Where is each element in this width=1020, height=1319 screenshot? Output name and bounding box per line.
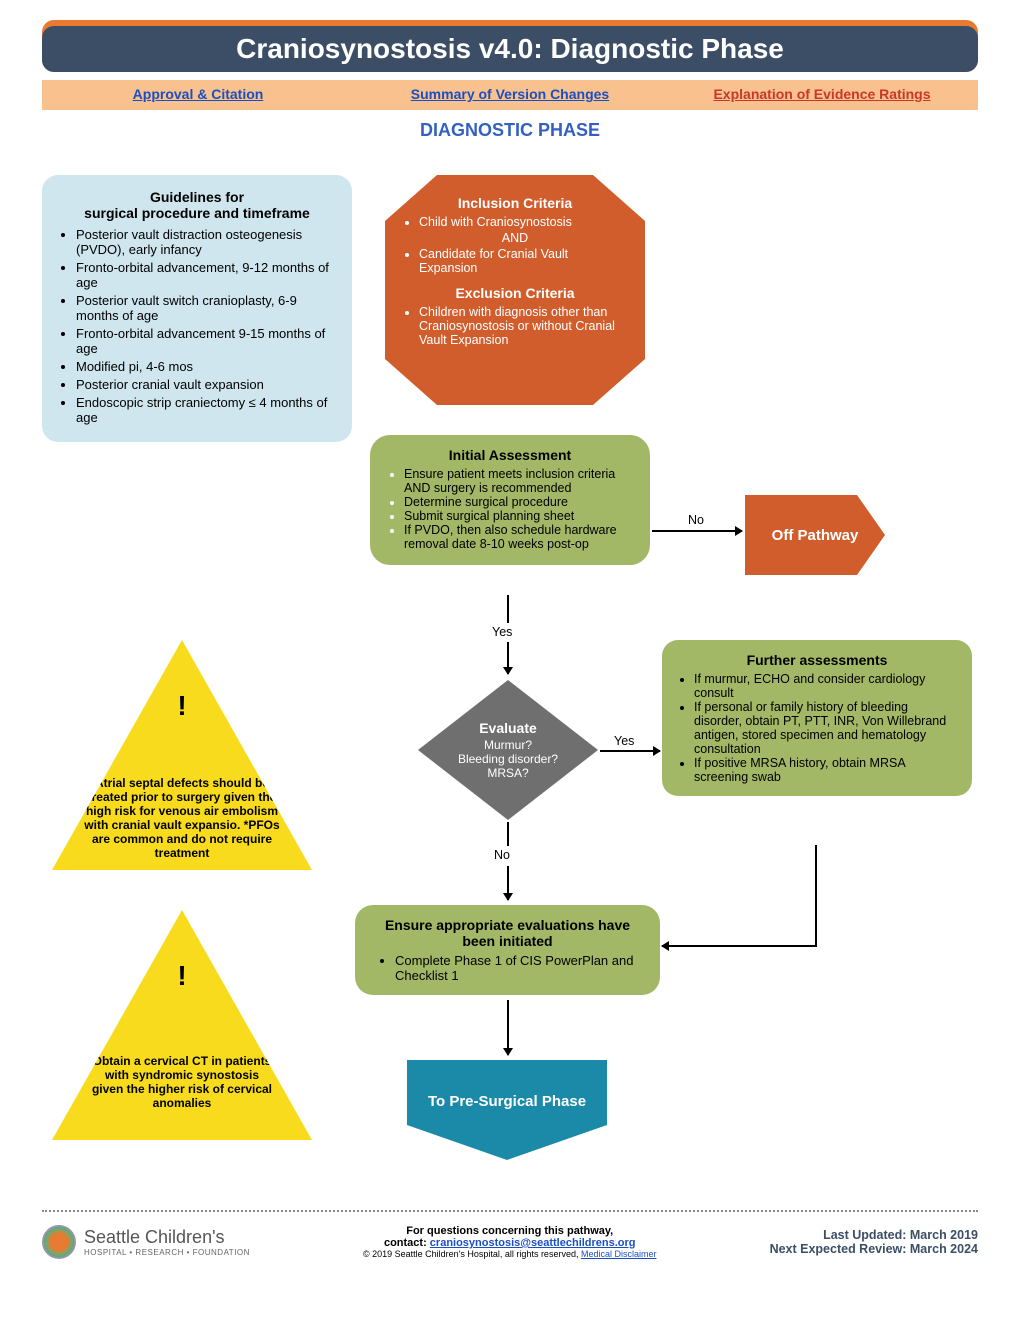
link-tabs: Approval & Citation Summary of Version C… <box>42 80 978 110</box>
footer-last-updated: Last Updated: March 2019 <box>770 1228 978 1242</box>
footer-contact-prefix: contact: <box>384 1237 430 1249</box>
ensure-item: Complete Phase 1 of CIS PowerPlan and Ch… <box>395 953 644 983</box>
exclusion-title: Exclusion Criteria <box>403 285 627 301</box>
evaluate-line: MRSA? <box>487 766 528 780</box>
label-yes: Yes <box>492 625 512 639</box>
guidelines-heading-1: Guidelines for <box>150 189 244 205</box>
warning-cervical-ct: ! Obtain a cervical CT in patients with … <box>52 910 312 1140</box>
evaluate-box: Evaluate Murmur? Bleeding disorder? MRSA… <box>418 680 598 820</box>
guidelines-item: Posterior vault switch cranioplasty, 6-9… <box>76 293 336 323</box>
inclusion-item: Candidate for Cranial Vault Expansion <box>419 247 627 275</box>
title-bar: Craniosynostosis v4.0: Diagnostic Phase <box>42 20 978 72</box>
label-no: No <box>494 848 510 862</box>
footer-copyright: © 2019 Seattle Children's Hospital, all … <box>363 1249 581 1259</box>
assessment-item: If PVDO, then also schedule hardware rem… <box>404 523 617 551</box>
further-item: If murmur, ECHO and consider cardiology … <box>694 672 956 700</box>
connector <box>815 845 817 945</box>
to-presurgical-label: To Pre-Surgical Phase <box>428 1093 586 1110</box>
guidelines-box: Guidelines for surgical procedure and ti… <box>42 175 352 442</box>
guidelines-item: Endoscopic strip craniectomy ≤ 4 months … <box>76 395 336 425</box>
footer-next-review: Next Expected Review: March 2024 <box>770 1242 978 1256</box>
evaluate-line: Bleeding disorder? <box>458 752 558 766</box>
guidelines-heading-2: surgical procedure and timeframe <box>84 205 310 221</box>
assessment-item: Submit surgical planning sheet <box>404 509 574 523</box>
tab-evidence-ratings[interactable]: Explanation of Evidence Ratings <box>666 80 978 110</box>
to-presurgical-box[interactable]: To Pre-Surgical Phase <box>407 1060 607 1160</box>
tab-version-changes[interactable]: Summary of Version Changes <box>354 80 666 110</box>
label-no: No <box>688 513 704 527</box>
ensure-box: Ensure appropriate evaluations have been… <box>355 905 660 995</box>
ensure-title: Ensure appropriate evaluations have been… <box>371 917 644 949</box>
connector <box>600 750 660 752</box>
bang-icon: ! <box>52 960 312 992</box>
evaluate-title: Evaluate <box>479 720 537 736</box>
initial-assessment-box: Initial Assessment Ensure patient meets … <box>370 435 650 565</box>
label-yes: Yes <box>614 734 634 748</box>
assessment-title: Initial Assessment <box>388 447 632 463</box>
bang-icon: ! <box>52 690 312 722</box>
evaluate-line: Murmur? <box>484 738 532 752</box>
footer-logo: Seattle Children's HOSPITAL • RESEARCH •… <box>42 1225 250 1259</box>
connector <box>662 945 817 947</box>
guidelines-item: Posterior cranial vault expansion <box>76 377 336 392</box>
footer-contact-email[interactable]: craniosynostosis@seattlechildrens.org <box>430 1237 636 1249</box>
warning-asd: ! Atrial septal defects should be treate… <box>52 640 312 870</box>
connector <box>507 1000 509 1055</box>
criteria-and: AND <box>403 231 627 245</box>
warning-cervical-text: Obtain a cervical CT in patients with sy… <box>80 1054 284 1130</box>
guidelines-item: Posterior vault distraction osteogenesis… <box>76 227 336 257</box>
inclusion-item: Child with Craniosynostosis <box>419 215 627 229</box>
phase-title: DIAGNOSTIC PHASE <box>0 120 1020 141</box>
page-title: Craniosynostosis v4.0: Diagnostic Phase <box>42 26 978 72</box>
guidelines-item: Modified pi, 4-6 mos <box>76 359 336 374</box>
further-title: Further assessments <box>678 652 956 668</box>
warning-asd-text: Atrial septal defects should be treated … <box>80 776 284 860</box>
connector <box>652 530 742 532</box>
off-pathway-label: Off Pathway <box>772 527 859 544</box>
logo-sub: HOSPITAL • RESEARCH • FOUNDATION <box>84 1248 250 1257</box>
further-item: If personal or family history of bleedin… <box>694 700 956 756</box>
connector <box>507 822 509 846</box>
footer-questions: For questions concerning this pathway, <box>250 1225 770 1237</box>
off-pathway-box: Off Pathway <box>745 495 885 575</box>
tab-approval[interactable]: Approval & Citation <box>42 80 354 110</box>
connector <box>507 642 509 674</box>
logo-name: Seattle Children's <box>84 1227 250 1248</box>
footer: Seattle Children's HOSPITAL • RESEARCH •… <box>0 1225 1020 1259</box>
further-item: If positive MRSA history, obtain MRSA sc… <box>694 756 956 784</box>
criteria-box: Inclusion Criteria Child with Craniosyno… <box>385 175 645 405</box>
assessment-item: Determine surgical procedure <box>404 495 568 509</box>
assessment-item: Ensure patient meets inclusion criteria … <box>404 467 615 495</box>
guidelines-item: Fronto-orbital advancement, 9-12 months … <box>76 260 336 290</box>
exclusion-item: Children with diagnosis other than Crani… <box>419 305 627 347</box>
further-assessments-box: Further assessments If murmur, ECHO and … <box>662 640 972 796</box>
guidelines-item: Fronto-orbital advancement 9-15 months o… <box>76 326 336 356</box>
logo-icon <box>42 1225 76 1259</box>
inclusion-title: Inclusion Criteria <box>403 195 627 211</box>
footer-disclaimer-link[interactable]: Medical Disclaimer <box>581 1249 657 1259</box>
connector <box>507 866 509 900</box>
footer-divider <box>42 1210 978 1212</box>
connector <box>507 595 509 623</box>
